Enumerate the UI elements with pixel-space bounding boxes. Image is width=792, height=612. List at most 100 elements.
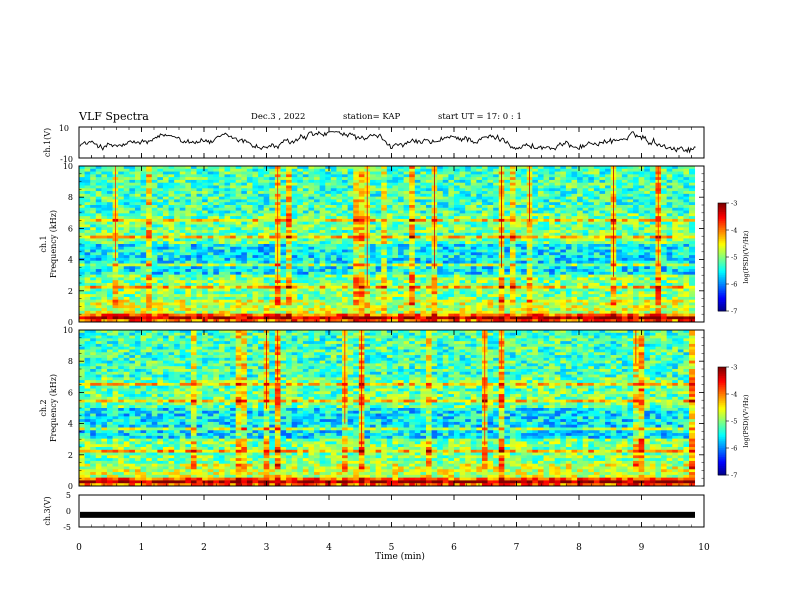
ch1-spectrogram-cell (235, 210, 242, 214)
ch1-spectrogram-cell (336, 269, 343, 273)
ch1-spectrogram-cell (526, 269, 533, 273)
ch1-spectrogram-cell (649, 235, 656, 239)
ch1-spectrogram-cell (207, 271, 214, 276)
ch1-spectrogram-cell (280, 188, 287, 192)
ch1-spectrogram-cell (398, 252, 405, 256)
ch1-spectrogram-cell (493, 257, 500, 262)
ch1-spectrogram-cell (677, 174, 684, 178)
ch1-spectrogram-cell (476, 280, 483, 284)
ch1-spectrogram-cell (588, 188, 595, 192)
ch1-spectrogram-cell (577, 216, 584, 220)
ch1-spectrogram-cell (627, 285, 634, 289)
ch1-spectrogram-cell (314, 238, 321, 242)
ch1-spectrogram-cell (571, 177, 578, 181)
ch1-spectrogram-cell (403, 274, 410, 278)
ch1-spectrogram-cell (353, 179, 360, 184)
ch1-spectrogram-cell (202, 177, 209, 181)
ch1-spectrogram-cell (649, 252, 656, 256)
ch1-spectrogram-cell (487, 174, 494, 178)
ch1-spectrogram-cell (297, 202, 304, 206)
ch1-spectrogram-cell (683, 252, 690, 256)
ch1-spectrogram-cell (258, 238, 265, 242)
ch1-spectrogram-cell (565, 177, 572, 181)
ch1-spectrogram-cell (470, 269, 477, 273)
ch1-spectrogram-cell (649, 207, 656, 211)
ch1-spectrogram-cell (386, 277, 393, 281)
ch1-spectrogram-cell (129, 199, 136, 203)
ch1-spectrogram-cell (314, 185, 321, 189)
ch1-spectrogram-cell (509, 185, 516, 189)
ch1-spectrogram-cell (448, 196, 455, 200)
ch1-spectrogram-cell (532, 263, 539, 267)
ch1-spectrogram-cell (157, 185, 164, 189)
ch1-spectrogram-cell (325, 182, 332, 186)
ch1-spectrogram-cell (263, 283, 270, 287)
ch1-spectrogram-cell (543, 191, 550, 195)
ch1-spectrogram-cell (213, 266, 220, 270)
ch1-spectrogram-cell (610, 285, 617, 289)
ch1-spectrogram-cell (213, 179, 220, 184)
ch1-spectrogram-cell (599, 168, 606, 172)
ch1-spectrogram-cell (258, 193, 265, 198)
ch1-spectrogram-cell (414, 238, 421, 242)
ch1-spectrogram-cell (403, 202, 410, 206)
ch1-spectrogram-cell (515, 205, 522, 209)
ch1-spectrogram-cell (336, 188, 343, 192)
ch1-spectrogram-cell (95, 241, 102, 245)
ch1-spectrogram-cell (202, 224, 209, 228)
ch1-spectrogram-cell (106, 213, 113, 217)
ch1-spectrogram-cell (106, 238, 113, 242)
ch1-spectrogram-cell (370, 218, 377, 223)
ch1-spectrogram-cell (263, 288, 270, 292)
ch1-spectrogram-cell (353, 166, 360, 170)
ch1-spectrogram-cell (230, 216, 237, 220)
ch1-spectrogram-cell (134, 283, 141, 287)
ch1-spectrogram-cell (621, 260, 628, 264)
ch1-spectrogram-cell (537, 269, 544, 273)
ch1-spectrogram-cell (90, 210, 97, 214)
ch1-spectrogram-cell (649, 269, 656, 273)
ch1-spectrogram-cell (442, 171, 449, 175)
ch1-spectrogram-cell (644, 249, 651, 253)
ch1-spectrogram-cell (398, 221, 405, 225)
ch1-spectrogram-cell (336, 252, 343, 256)
ch1-spectrogram-cell (230, 266, 237, 270)
ch1-spectrogram-cell (582, 283, 589, 287)
ch1-spectrogram-cell (79, 207, 85, 211)
ch1-spectrogram-cell (207, 177, 214, 181)
ch1-spectrogram-cell (582, 280, 589, 284)
ch1-spectrogram-cell (554, 230, 561, 234)
ch1-spectrogram-cell (504, 218, 511, 223)
ch1-spectrogram-cell (375, 230, 382, 234)
ch1-spectrogram-cell (633, 174, 640, 178)
ch1-spectrogram-cell (336, 230, 343, 234)
ch1-spectrogram-cell (420, 280, 427, 284)
ch1-spectrogram-cell (414, 216, 421, 220)
ch1-spectrogram-cell (398, 177, 405, 181)
ch1-spectrogram-cell (280, 230, 287, 234)
ch1-spectrogram-cell (308, 238, 315, 242)
ch1-spectrogram-cell (179, 174, 186, 178)
ch1-spectrogram-cell (297, 177, 304, 181)
ch1-spectrogram-cell (649, 285, 656, 289)
ch1-spectrogram-cell (230, 207, 237, 211)
ch1-spectrogram-cell (638, 246, 645, 250)
ch1-spectrogram-cell (286, 177, 293, 181)
ch1-spectrogram-cell (465, 249, 472, 253)
ch1-spectrogram-cell (134, 232, 141, 237)
ch1-spectrogram-cell (532, 257, 539, 262)
ch1-spectrogram-cell (118, 224, 125, 228)
ch1-spectrogram-cell (241, 182, 248, 186)
ch1-spectrogram-cell (258, 269, 265, 273)
ch1-spectrogram-cell (370, 266, 377, 270)
ch1-spectrogram-cell (224, 202, 231, 206)
ch1-spectrogram-cell (565, 252, 572, 256)
ch1-spectrogram-cell (353, 230, 360, 234)
ch1-spectrogram-cell (314, 182, 321, 186)
ch1-spectrogram-cell (381, 188, 388, 192)
ch1-spectrogram-cell (672, 210, 679, 214)
ch1-spectrogram-cell (314, 224, 321, 228)
ch1-spectrogram-cell (118, 205, 125, 209)
ch1-spectrogram-cell (190, 191, 197, 195)
ch1-spectrogram-cell (521, 269, 528, 273)
